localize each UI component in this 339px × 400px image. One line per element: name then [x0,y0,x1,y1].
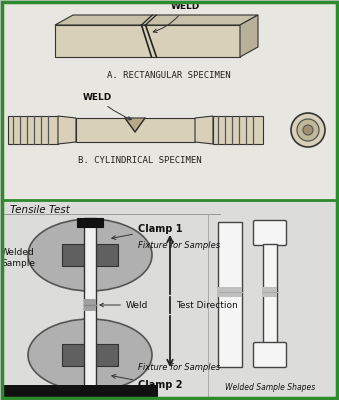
Bar [3,3,336,200]
Text: Tensile Test: Tensile Test [10,205,70,215]
FancyBboxPatch shape [254,220,286,246]
Text: Test Direction: Test Direction [176,300,238,310]
Text: WELD: WELD [153,2,200,33]
Circle shape [291,113,325,147]
Bar [218,222,242,367]
Polygon shape [195,116,213,144]
Bar [8,116,58,144]
Circle shape [303,125,313,135]
Text: Clamp 1: Clamp 1 [112,224,182,240]
Text: A. RECTANGULAR SPECIMEN: A. RECTANGULAR SPECIMEN [107,71,231,80]
Text: Fixture for Samples: Fixture for Samples [138,362,220,372]
Polygon shape [55,25,240,57]
Bar [77,218,103,227]
Ellipse shape [28,219,152,291]
Text: Fixture for Samples: Fixture for Samples [138,240,220,250]
Text: Weld: Weld [100,300,148,310]
Bar [62,244,118,266]
Text: Clamp 2: Clamp 2 [112,374,182,390]
Bar [263,287,277,297]
Bar [62,344,118,366]
Bar [263,244,277,344]
Bar [3,200,336,397]
Bar [3,385,158,397]
Bar [76,118,195,142]
Circle shape [297,119,319,141]
FancyBboxPatch shape [254,342,286,368]
Polygon shape [58,116,76,144]
Text: B. CYLINDRICAL SPECIMEN: B. CYLINDRICAL SPECIMEN [78,156,202,165]
Bar [84,299,96,311]
Ellipse shape [28,319,152,391]
Bar [218,286,242,297]
Text: Welded
Sample: Welded Sample [1,248,35,268]
Polygon shape [55,15,258,25]
Bar [213,116,263,144]
Text: Welded Sample Shapes: Welded Sample Shapes [225,383,315,392]
Text: WELD: WELD [82,93,132,120]
Polygon shape [240,15,258,57]
Bar [84,218,96,393]
Polygon shape [125,118,145,132]
